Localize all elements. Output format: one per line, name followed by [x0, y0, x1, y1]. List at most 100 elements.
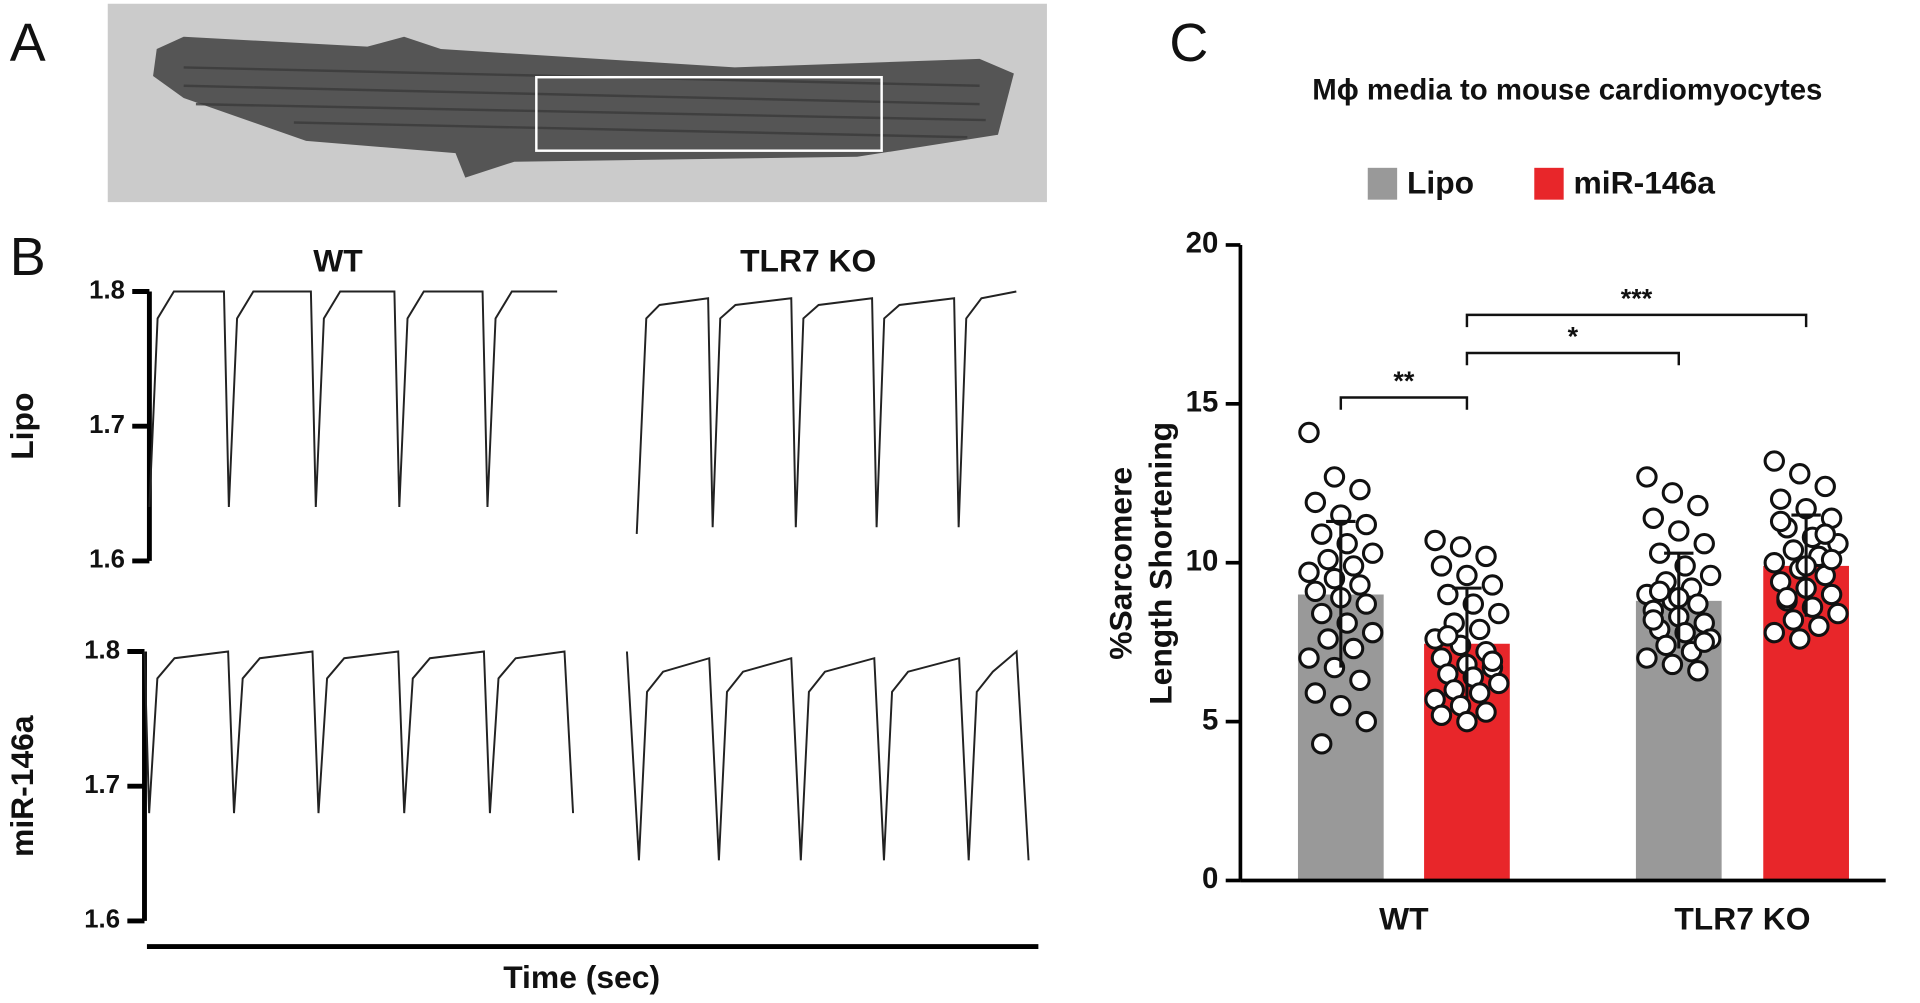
data-point — [1298, 647, 1320, 669]
data-point — [1488, 672, 1510, 695]
trace — [625, 649, 1030, 861]
data-point — [1661, 482, 1684, 504]
data-point — [1311, 602, 1333, 625]
data-point — [1481, 650, 1504, 672]
y-tick-label: 1.6 — [89, 546, 125, 574]
significance-bracket — [1465, 351, 1680, 366]
data-point — [1304, 580, 1327, 603]
data-point — [1468, 682, 1491, 704]
data-point — [1298, 561, 1320, 583]
data-point — [1687, 593, 1709, 615]
data-point — [1323, 466, 1346, 488]
data-point — [1355, 710, 1378, 733]
row-label: Lipo — [4, 393, 40, 460]
data-point — [1430, 555, 1453, 577]
data-point — [1668, 520, 1690, 542]
data-point — [1475, 545, 1497, 568]
y-axis-label: Length Shortening — [1143, 422, 1179, 705]
trace — [143, 650, 575, 814]
data-point — [1323, 656, 1346, 679]
chart-title: Mϕ media to mouse cardiomyocytes — [1312, 74, 1822, 107]
significance-bracket — [1465, 313, 1808, 328]
data-point — [1468, 618, 1491, 641]
y-axis-label: %Sarcomere — [1102, 467, 1138, 660]
x-tick-label: WT — [1379, 900, 1429, 936]
significance-bracket — [1339, 396, 1469, 410]
data-point — [1820, 583, 1843, 606]
error-bar — [1791, 513, 1821, 617]
panel-label: B — [10, 227, 46, 287]
data-point — [1475, 701, 1497, 723]
data-point — [1687, 660, 1709, 682]
data-point — [1769, 488, 1792, 510]
panel-label: C — [1169, 13, 1208, 73]
data-point — [1693, 631, 1715, 653]
data-point — [1687, 494, 1709, 517]
data-point — [1789, 463, 1811, 485]
legend-label: miR-146a — [1573, 164, 1715, 200]
data-point — [1801, 596, 1824, 618]
data-point — [1456, 710, 1478, 733]
data-point — [1430, 704, 1453, 726]
data-point — [1674, 555, 1696, 577]
error-bar — [1452, 586, 1482, 700]
data-point — [1304, 491, 1327, 514]
data-point — [1349, 574, 1371, 596]
data-point — [1488, 602, 1510, 625]
legend-label: Lipo — [1407, 164, 1474, 200]
legend-swatch — [1367, 167, 1398, 200]
column-label: TLR7 KO — [740, 243, 876, 279]
data-point — [1814, 475, 1836, 498]
data-point — [1661, 653, 1684, 676]
legend-swatch — [1534, 167, 1564, 200]
data-point — [1481, 574, 1504, 596]
data-point — [1636, 466, 1658, 488]
data-point — [1349, 669, 1371, 692]
data-point — [1674, 621, 1696, 644]
data-point — [1769, 510, 1792, 533]
data-point — [1336, 612, 1358, 634]
column-label: WT — [313, 243, 363, 279]
data-point — [1311, 733, 1333, 755]
data-point — [1355, 593, 1378, 615]
data-point — [1636, 647, 1658, 669]
significance-label: ** — [1393, 366, 1414, 396]
data-point — [1437, 625, 1459, 647]
data-point — [1693, 532, 1715, 555]
data-point — [1763, 552, 1785, 574]
data-point — [1776, 586, 1798, 609]
y-tick-label: 0 — [1202, 862, 1218, 895]
y-tick-label: 1.7 — [84, 771, 120, 799]
data-point — [1789, 628, 1811, 650]
trace — [635, 290, 1017, 534]
x-tick-label: TLR7 KO — [1674, 900, 1810, 936]
y-tick-label: 10 — [1186, 544, 1219, 577]
data-point — [1311, 523, 1333, 545]
data-point — [1342, 555, 1365, 577]
data-point — [1323, 567, 1346, 590]
data-point — [1827, 602, 1849, 625]
data-point — [1699, 564, 1722, 587]
data-point — [1449, 536, 1472, 558]
micrograph — [107, 3, 1047, 203]
data-point — [1317, 548, 1339, 571]
data-point — [1456, 564, 1478, 587]
y-tick-label: 20 — [1186, 227, 1219, 260]
data-point — [1642, 609, 1665, 631]
data-point — [1361, 621, 1384, 644]
significance-label: *** — [1621, 283, 1653, 313]
x-axis-label: Time (sec) — [503, 959, 660, 995]
data-point — [1642, 507, 1665, 529]
error-bar — [1326, 519, 1356, 668]
data-point — [1304, 682, 1327, 704]
data-point — [1462, 593, 1485, 615]
data-point — [1820, 548, 1843, 571]
y-tick-label: 1.7 — [89, 411, 125, 439]
data-point — [1782, 609, 1805, 631]
data-point — [1342, 637, 1365, 660]
data-point — [1763, 450, 1785, 472]
data-point — [1336, 532, 1358, 555]
data-point — [1349, 478, 1371, 501]
